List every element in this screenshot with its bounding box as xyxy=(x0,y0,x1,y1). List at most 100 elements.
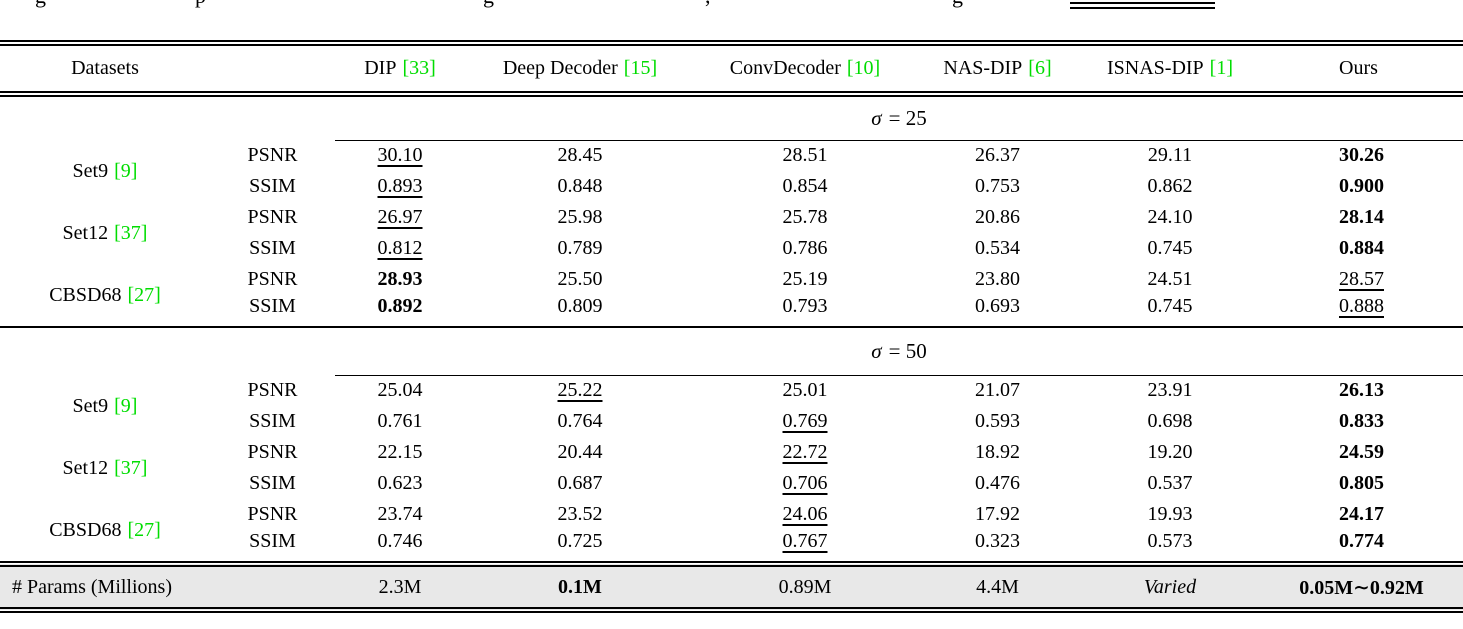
params-value-cell: 4.4M xyxy=(915,561,1080,613)
caption-descender: g xyxy=(483,0,494,7)
value-cell: 0.706 xyxy=(782,472,828,494)
value-cell: 0.833 xyxy=(1339,410,1384,432)
value-cell: 0.693 xyxy=(975,295,1020,317)
citation-link[interactable]: [27] xyxy=(127,518,161,541)
value-cell: 17.92 xyxy=(975,503,1020,525)
value-cell: 24.06 xyxy=(782,503,828,525)
value-cell: 28.93 xyxy=(377,268,423,290)
table-row: Set9 [9] PSNR 30.10 28.45 28.51 26.37 29.… xyxy=(0,140,1463,182)
metric-label: SSIM xyxy=(249,175,296,197)
column-header-convdecoder: ConvDecoder [10] xyxy=(695,40,915,97)
citation-link[interactable]: [27] xyxy=(127,283,161,306)
metric-label: PSNR xyxy=(247,441,298,463)
citation-link[interactable]: [9] xyxy=(114,394,138,417)
value-cell: 23.74 xyxy=(377,503,423,525)
value-cell: 0.888 xyxy=(1339,295,1384,317)
value-cell: 25.78 xyxy=(782,206,828,228)
dataset-label: Set12 [37] xyxy=(62,456,148,479)
sigma-50-heading: σ = 50 xyxy=(335,326,1463,376)
column-header-spacer xyxy=(210,40,335,97)
params-value-cell: 2.3M xyxy=(335,561,465,613)
value-cell: 25.01 xyxy=(782,379,828,402)
params-row: # Params (Millions) 2.3M 0.1M 0.89M 4.4M… xyxy=(0,561,1463,613)
value-cell: 0.593 xyxy=(975,410,1020,432)
value-cell: 24.51 xyxy=(1147,268,1193,290)
value-cell: 0.761 xyxy=(377,410,423,432)
value-cell: 25.22 xyxy=(557,379,603,402)
dataset-label: Set12 [37] xyxy=(62,221,148,244)
results-table: Datasets DIP [33] Deep Decoder [15] ConvDe… xyxy=(0,40,1463,613)
value-cell: 0.774 xyxy=(1339,530,1384,552)
citation-link[interactable]: [37] xyxy=(114,221,148,244)
value-cell: 28.51 xyxy=(782,144,828,167)
params-value-cell: 0.89M xyxy=(695,561,915,613)
value-cell: 0.789 xyxy=(557,237,603,259)
params-label: # Params (Millions) xyxy=(0,561,335,613)
params-value-cell: 0.1M xyxy=(465,561,695,613)
caption-descender: , xyxy=(705,0,711,7)
citation-link[interactable]: [10] xyxy=(846,57,881,79)
dataset-label: Set9 [9] xyxy=(72,394,138,417)
table-row: Set9 [9] PSNR 25.04 25.22 25.01 21.07 23.… xyxy=(0,375,1463,417)
value-cell: 25.98 xyxy=(557,206,603,228)
column-header-nas-dip: NAS-DIP [6] xyxy=(915,40,1080,97)
value-cell: 0.725 xyxy=(557,530,603,552)
value-cell: 0.764 xyxy=(557,410,603,432)
value-cell: 24.17 xyxy=(1339,503,1384,525)
citation-link[interactable]: [37] xyxy=(114,456,148,479)
value-cell: 30.10 xyxy=(377,144,423,167)
table-row: SSIM 0.746 0.725 0.767 0.323 0.573 0.774 xyxy=(0,530,1463,564)
section-heading-spacer xyxy=(0,326,335,375)
value-cell: 0.812 xyxy=(377,237,423,259)
metric-label: PSNR xyxy=(247,206,298,228)
value-cell: 23.91 xyxy=(1147,379,1193,402)
value-cell: 28.14 xyxy=(1339,206,1384,228)
citation-link[interactable]: [15] xyxy=(623,57,658,79)
table-row: SSIM 0.623 0.687 0.706 0.476 0.537 0.805 xyxy=(0,468,1463,499)
value-cell: 25.50 xyxy=(557,268,603,290)
metric-label: SSIM xyxy=(249,472,296,494)
value-cell: 0.767 xyxy=(782,530,828,552)
value-cell: 0.753 xyxy=(975,175,1020,197)
citation-link[interactable]: [1] xyxy=(1209,57,1233,79)
citation-link[interactable]: [9] xyxy=(114,159,138,182)
value-cell: 0.892 xyxy=(377,295,423,317)
value-cell: 22.72 xyxy=(782,441,828,463)
value-cell: 28.45 xyxy=(557,144,603,167)
metric-label: SSIM xyxy=(249,295,296,317)
caption-descender: p xyxy=(195,0,206,7)
value-cell: 0.769 xyxy=(782,410,828,432)
value-cell: 24.10 xyxy=(1147,206,1193,228)
value-cell: 30.26 xyxy=(1339,144,1384,167)
value-cell: 0.537 xyxy=(1147,472,1193,494)
value-cell: 0.862 xyxy=(1147,175,1193,197)
table-header-row: Datasets DIP [33] Deep Decoder [15] ConvDe… xyxy=(0,40,1463,97)
value-cell: 19.20 xyxy=(1147,441,1193,463)
metric-label: PSNR xyxy=(247,503,298,525)
value-cell: 26.13 xyxy=(1339,379,1384,402)
value-cell: 24.59 xyxy=(1339,441,1384,463)
metric-label: SSIM xyxy=(249,410,296,432)
table-row: Set12 [37] PSNR 26.97 25.98 25.78 20.86 2… xyxy=(0,202,1463,244)
caption-descender: g xyxy=(35,0,46,7)
params-value-cell: Varied xyxy=(1080,561,1260,613)
value-cell: 0.573 xyxy=(1147,530,1193,552)
value-cell: 0.698 xyxy=(1147,410,1193,432)
column-header-isnas-dip: ISNAS-DIP [1] xyxy=(1080,40,1260,97)
table-row: CBSD68 [27] PSNR 28.93 25.50 25.19 23.80 … xyxy=(0,264,1463,306)
value-cell: 22.15 xyxy=(377,441,423,463)
params-value-cell: 0.05M∼0.92M xyxy=(1260,561,1463,613)
value-cell: 25.04 xyxy=(377,379,423,402)
section-heading-row: σ = 25 xyxy=(0,94,1463,141)
citation-link[interactable]: [6] xyxy=(1028,57,1052,79)
value-cell: 28.57 xyxy=(1339,268,1384,290)
citation-link[interactable]: [33] xyxy=(402,57,436,79)
metric-label: PSNR xyxy=(247,144,298,166)
value-cell: 0.884 xyxy=(1339,237,1384,259)
value-cell: 0.786 xyxy=(782,237,828,259)
value-cell: 0.623 xyxy=(377,472,423,494)
caption-link-underline[interactable] xyxy=(1070,2,1215,4)
cropped-caption-line: g p g , g xyxy=(0,0,1463,40)
dataset-label: CBSD68 [27] xyxy=(49,518,161,541)
value-cell: 20.44 xyxy=(557,441,603,463)
